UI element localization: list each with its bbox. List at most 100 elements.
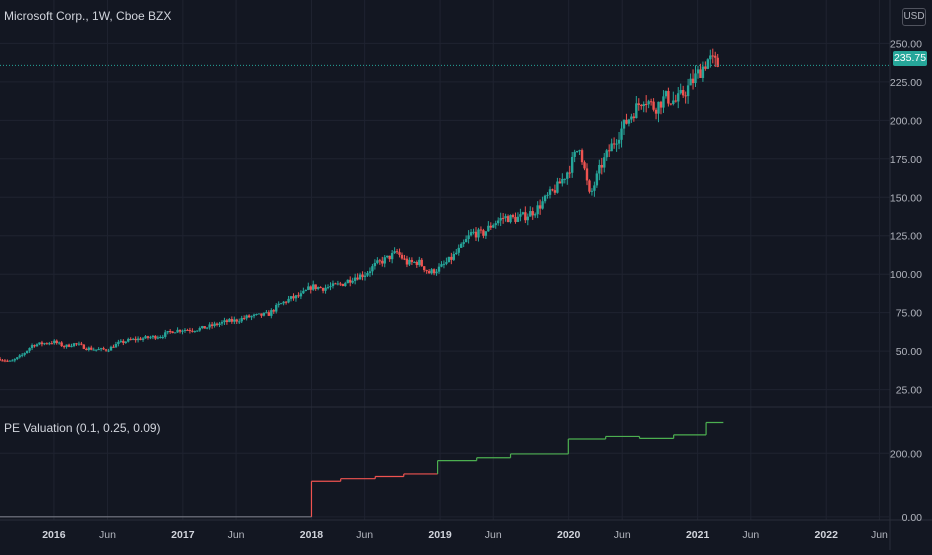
candle-body [193, 331, 197, 333]
candle-body [65, 344, 68, 347]
candle-body [420, 259, 423, 267]
y-tick-label: 100.00 [890, 269, 922, 281]
candle-body [640, 105, 643, 107]
candle-body [617, 139, 621, 144]
candle-body [141, 338, 145, 340]
candle-body [408, 259, 411, 265]
candle-body [415, 261, 419, 265]
candle-body [265, 312, 268, 314]
candle-body [450, 256, 453, 260]
x-tick-label: 2022 [815, 529, 839, 541]
candle-body [287, 298, 290, 303]
candle-body [588, 180, 591, 192]
candle-body [386, 255, 389, 258]
candle-body [457, 247, 460, 253]
candle-body [659, 101, 663, 108]
candle-body [635, 103, 638, 119]
candle-body [35, 344, 39, 347]
candle-body [326, 287, 330, 289]
candle-body [107, 350, 110, 352]
candle-body [657, 101, 660, 114]
candle-body [38, 342, 41, 345]
y-tick-label: 50.00 [896, 346, 922, 358]
candle-body [220, 322, 224, 324]
candle-body [166, 331, 169, 333]
candle-body [99, 348, 103, 350]
x-tick-label: Jun [871, 529, 888, 541]
candle-body [578, 150, 581, 152]
candle-body [642, 103, 645, 107]
candle-body [238, 321, 241, 323]
candle-body [590, 190, 594, 192]
candle-body [403, 258, 406, 260]
candle-body [218, 323, 221, 325]
candle-body [60, 342, 63, 347]
candle-body [423, 266, 426, 271]
candle-body [484, 231, 488, 236]
candle-body [563, 178, 566, 180]
candle-body [696, 69, 700, 74]
candle-body [378, 260, 382, 262]
candle-body [324, 287, 327, 291]
candle-body [279, 303, 283, 305]
candle-body [53, 340, 56, 344]
indicator-title[interactable]: PE Valuation (0.1, 0.25, 0.09) [4, 421, 161, 435]
candle-body [297, 295, 300, 297]
x-tick-label: Jun [356, 529, 373, 541]
candle-body [70, 346, 73, 348]
candle-body [349, 279, 352, 283]
candle-body [67, 344, 71, 347]
x-tick-label: 2020 [557, 529, 581, 541]
candle-body [701, 66, 705, 78]
indicator-y-tick-label: 200.00 [890, 448, 922, 460]
candle-body [630, 116, 633, 120]
candle-body [309, 286, 312, 290]
candle-body [546, 194, 549, 196]
candle-body [168, 331, 172, 333]
candle-body [136, 338, 140, 341]
candle-body [146, 336, 150, 338]
candle-body [672, 100, 675, 105]
candle-body [699, 69, 702, 78]
candle-body [85, 348, 88, 350]
candle-body [334, 283, 337, 285]
candle-body [524, 212, 527, 221]
currency-button[interactable]: USD [902, 8, 926, 26]
y-tick-label: 175.00 [890, 154, 922, 166]
candle-body [371, 266, 374, 272]
candle-body [472, 231, 475, 233]
candle-body [6, 360, 9, 362]
candle-body [445, 262, 448, 264]
candle-body [674, 100, 677, 102]
candle-body [497, 220, 500, 224]
candle-body [460, 243, 463, 248]
candle-body [395, 251, 399, 253]
candle-body [553, 190, 557, 193]
candle-body [603, 157, 606, 168]
candle-body [294, 295, 298, 299]
candle-body [102, 348, 105, 350]
candle-body [312, 284, 315, 290]
candle-body [33, 345, 36, 347]
candle-body [302, 290, 305, 294]
candle-body [575, 150, 579, 152]
candle-body [13, 359, 16, 361]
candle-body [607, 150, 611, 152]
candle-body [215, 323, 219, 325]
candle-body [48, 343, 51, 345]
candle-body [600, 165, 603, 168]
candle-body [277, 303, 280, 305]
candle-body [506, 216, 510, 223]
candle-body [383, 257, 386, 264]
candle-body [620, 128, 623, 140]
candle-body [432, 269, 436, 274]
candle-body [45, 343, 49, 345]
candle-body [97, 349, 100, 351]
candle-body [482, 230, 485, 236]
candle-body [437, 266, 441, 272]
candle-body [198, 328, 201, 331]
candle-body [336, 283, 340, 285]
candle-body [164, 332, 167, 337]
candle-body [205, 327, 209, 329]
